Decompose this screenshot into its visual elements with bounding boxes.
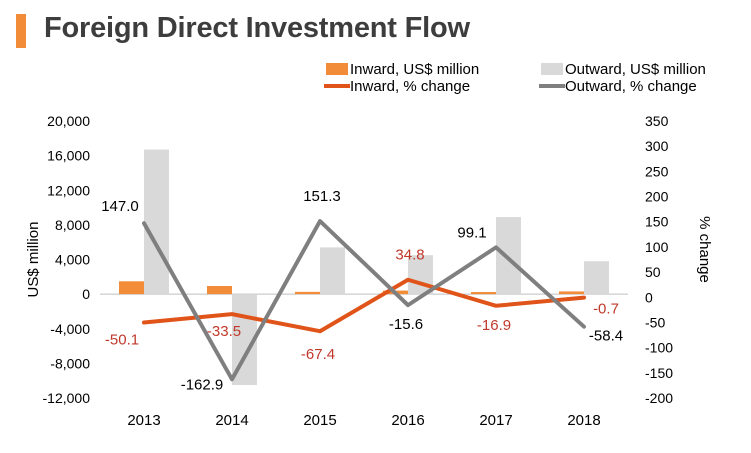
outward-change-label: -58.4 [589,328,623,345]
y2-axis-title: % change [696,216,713,283]
y-tick-label: 20,000 [47,113,90,129]
y2-tick-label: -150 [645,365,673,381]
y-tick-label: 16,000 [47,148,90,164]
inward-change-label: -50.1 [105,332,139,349]
page-title: Foreign Direct Investment Flow [44,12,470,44]
y2-tick-label: 350 [645,113,669,129]
x-tick-label: 2017 [479,412,512,429]
inward-change-label: -0.7 [593,301,619,318]
y-axis-title: US$ million [25,222,42,298]
y2-tick-label: 50 [645,264,661,280]
inward-bar [295,291,320,295]
axis-layer: 20,000 16,000 12,000 8,000 4,000 0 -4,000 -8,00… [25,113,713,429]
outward-change-line [142,219,586,382]
y-tick-label: -8,000 [50,355,90,371]
bar-layer [119,149,609,386]
y2-tick-label: 100 [645,239,669,255]
y-tick-label: 12,000 [47,182,90,198]
y2-tick-label: 150 [645,214,669,230]
y-tick-label: 4,000 [55,252,90,268]
x-tick-label: 2016 [391,412,424,429]
legend-inward-bar-swatch [326,63,348,75]
y2-tick-label: -200 [645,390,673,406]
y2-tick-label: 250 [645,163,669,179]
outward-change-label: 151.3 [303,188,341,205]
legend-outward-bar-label: Outward, US$ million [565,61,706,78]
inward-change-label: -67.4 [301,346,335,363]
x-tick-label: 2018 [567,412,600,429]
legend-inward-bar-label: Inward, US$ million [350,61,479,78]
outward-change-label: 147.0 [101,198,139,215]
outward-change-label: -162.9 [181,376,224,393]
inward-change-label: -33.5 [207,323,241,340]
data-label-layer: -50.1 -33.5 -67.4 34.8 -16.9 -0.7 147.0 -162.9 1… [101,188,623,393]
y2-tick-label: 0 [645,289,653,305]
inward-bar [119,281,144,295]
outward-change-label: 99.1 [457,224,486,241]
outward-change-label: -15.6 [389,316,423,333]
legend-inward-line-label: Inward, % change [350,78,470,95]
outward-bar [144,149,169,295]
y-tick-label: 8,000 [55,217,90,233]
x-tick-label: 2014 [215,412,248,429]
inward-change-label: -16.9 [477,317,511,334]
y2-tick-label: 300 [645,138,669,154]
y-tick-label: -4,000 [50,321,90,337]
y2-tick-label: 200 [645,189,669,205]
y2-tick-label: -100 [645,340,673,356]
line-layer [142,219,586,382]
y-tick-label: 0 [82,286,90,302]
y-tick-label: -12,000 [43,390,91,406]
inward-bar [207,285,232,295]
inward-bar [559,291,584,295]
x-tick-label: 2015 [303,412,336,429]
inward-bar [471,292,496,295]
outward-bar [584,261,609,295]
inward-change-line [142,277,586,334]
y2-tick-label: -50 [645,314,665,330]
legend-outward-line-label: Outward, % change [565,78,697,95]
outward-bar [320,247,345,295]
x-tick-label: 2013 [127,412,160,429]
legend-outward-bar-swatch [541,63,563,75]
title-accent-bar [16,14,26,48]
outward-bar [496,217,521,295]
legend: Inward, US$ million Outward, US$ million I… [324,61,706,95]
inward-change-label: 34.8 [395,247,424,264]
